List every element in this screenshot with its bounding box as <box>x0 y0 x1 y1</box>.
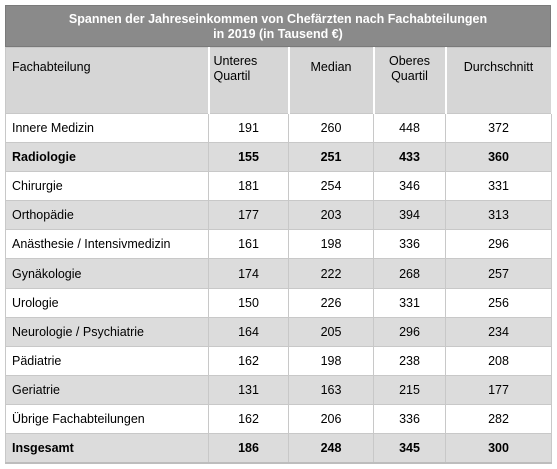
cell-median: 248 <box>288 433 374 464</box>
cell-unteres-quartil: 186 <box>208 433 289 464</box>
header-unteres-quartil: Unteres Quartil <box>208 47 290 114</box>
income-table: Fachabteilung Unteres Quartil Median Obe… <box>5 47 553 464</box>
cell-fachabteilung: Chirurgie <box>5 171 209 202</box>
table-body: Innere Medizin 191 260 448 372 Radiologie 155 2… <box>5 112 552 464</box>
cell-unteres-quartil: 164 <box>208 316 289 347</box>
cell-unteres-quartil: 161 <box>208 229 289 260</box>
cell-oberes-quartil: 215 <box>373 374 446 405</box>
table-row: Gynäkologie 174 222 268 257 <box>5 258 552 289</box>
cell-fachabteilung: Neurologie / Psychiatrie <box>5 316 209 347</box>
table-row: Radiologie 155 251 433 360 <box>5 142 552 173</box>
cell-fachabteilung: Pädiatrie <box>5 345 209 376</box>
table-title-line-2: in 2019 (in Tausend €) <box>213 27 343 41</box>
cell-oberes-quartil: 238 <box>373 345 446 376</box>
table-row: Übrige Fachabteilungen 162 206 336 282 <box>5 403 552 435</box>
cell-fachabteilung: Insgesamt <box>5 433 209 464</box>
cell-durchschnitt: 234 <box>445 316 552 347</box>
table-row: Orthopädie 177 203 394 313 <box>5 200 552 231</box>
cell-median: 260 <box>288 112 374 144</box>
cell-fachabteilung: Urologie <box>5 287 209 318</box>
header-median: Median <box>288 47 375 114</box>
cell-median: 198 <box>288 229 374 260</box>
table-title-line-1: Spannen der Jahreseinkommen von Chefärzt… <box>68 12 488 26</box>
cell-median: 203 <box>288 200 374 231</box>
cell-durchschnitt: 208 <box>445 345 552 376</box>
cell-fachabteilung: Innere Medizin <box>5 112 209 144</box>
cell-median: 226 <box>288 287 374 318</box>
table-row: Pädiatrie 162 198 238 208 <box>5 345 552 376</box>
table-row: Anästhesie / Intensivmedizin 161 198 336 296 <box>5 229 552 260</box>
cell-oberes-quartil: 394 <box>373 200 446 231</box>
table-row: Urologie 150 226 331 256 <box>5 287 552 318</box>
table-row: Geriatrie 131 163 215 177 <box>5 374 552 405</box>
cell-oberes-quartil: 448 <box>373 112 446 144</box>
cell-median: 251 <box>288 142 374 173</box>
header-fachabteilung: Fachabteilung <box>5 47 210 114</box>
cell-unteres-quartil: 177 <box>208 200 289 231</box>
header-oberes-line-1: Oberes <box>389 54 430 68</box>
header-row: Fachabteilung Unteres Quartil Median Obe… <box>5 47 553 114</box>
cell-unteres-quartil: 181 <box>208 171 289 202</box>
cell-fachabteilung: Geriatrie <box>5 374 209 405</box>
cell-durchschnitt: 296 <box>445 229 552 260</box>
cell-oberes-quartil: 336 <box>373 229 446 260</box>
cell-durchschnitt: 282 <box>445 403 552 435</box>
table-row: Chirurgie 181 254 346 331 <box>5 171 552 202</box>
header-oberes-quartil: Oberes Quartil <box>373 47 447 114</box>
table-header: Fachabteilung Unteres Quartil Median Obe… <box>5 47 553 114</box>
cell-durchschnitt: 331 <box>445 171 552 202</box>
cell-unteres-quartil: 155 <box>208 142 289 173</box>
cell-oberes-quartil: 268 <box>373 258 446 289</box>
cell-durchschnitt: 257 <box>445 258 552 289</box>
table-row: Innere Medizin 191 260 448 372 <box>5 112 552 144</box>
cell-oberes-quartil: 296 <box>373 316 446 347</box>
cell-median: 205 <box>288 316 374 347</box>
cell-unteres-quartil: 150 <box>208 287 289 318</box>
header-unteres-line-1: Unteres <box>213 54 258 68</box>
cell-oberes-quartil: 346 <box>373 171 446 202</box>
cell-fachabteilung: Anästhesie / Intensivmedizin <box>5 229 209 260</box>
cell-unteres-quartil: 131 <box>208 374 289 405</box>
cell-durchschnitt: 177 <box>445 374 552 405</box>
cell-fachabteilung: Gynäkologie <box>5 258 209 289</box>
cell-durchschnitt: 313 <box>445 200 552 231</box>
cell-fachabteilung: Orthopädie <box>5 200 209 231</box>
cell-oberes-quartil: 336 <box>373 403 446 435</box>
header-unteres-line-2: Quartil <box>213 69 251 83</box>
table-row: Neurologie / Psychiatrie 164 205 296 234 <box>5 316 552 347</box>
cell-median: 254 <box>288 171 374 202</box>
cell-oberes-quartil: 331 <box>373 287 446 318</box>
cell-durchschnitt: 300 <box>445 433 552 464</box>
header-durchschnitt: Durchschnitt <box>445 47 553 114</box>
cell-durchschnitt: 360 <box>445 142 552 173</box>
cell-median: 206 <box>288 403 374 435</box>
cell-oberes-quartil: 345 <box>373 433 446 464</box>
cell-median: 198 <box>288 345 374 376</box>
cell-fachabteilung: Radiologie <box>5 142 209 173</box>
cell-median: 222 <box>288 258 374 289</box>
cell-oberes-quartil: 433 <box>373 142 446 173</box>
header-oberes-line-2: Quartil <box>391 69 428 83</box>
table-title: Spannen der Jahreseinkommen von Chefärzt… <box>5 5 551 47</box>
cell-unteres-quartil: 162 <box>208 403 289 435</box>
table-row: Insgesamt 186 248 345 300 <box>5 433 552 464</box>
cell-durchschnitt: 256 <box>445 287 552 318</box>
cell-fachabteilung: Übrige Fachabteilungen <box>5 403 209 435</box>
cell-durchschnitt: 372 <box>445 112 552 144</box>
cell-unteres-quartil: 162 <box>208 345 289 376</box>
cell-median: 163 <box>288 374 374 405</box>
cell-unteres-quartil: 191 <box>208 112 289 144</box>
income-table-container: Spannen der Jahreseinkommen von Chefärzt… <box>5 5 553 464</box>
cell-unteres-quartil: 174 <box>208 258 289 289</box>
